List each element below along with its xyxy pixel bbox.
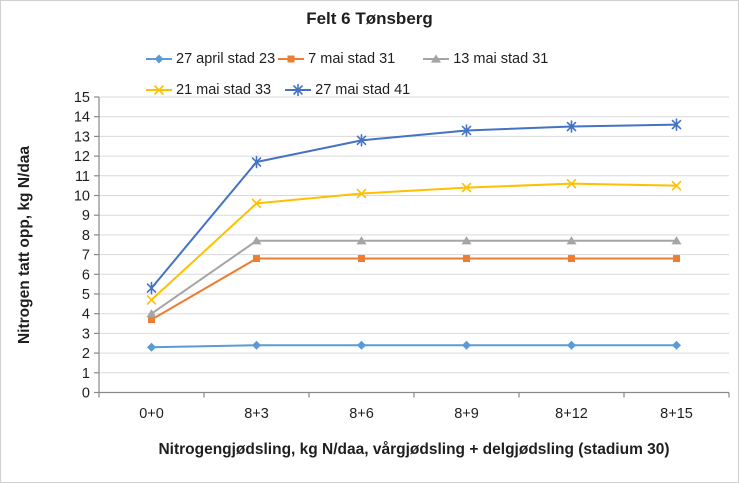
x-marker-icon [251,198,262,209]
series-line-27-mai-stad-41 [150,123,677,289]
square-marker-icon [463,255,470,263]
x-marker-icon [461,182,472,193]
x-tick-label: 8+3 [244,406,269,422]
y-tick-label: 2 [82,346,90,362]
diamond-marker-icon [462,340,471,350]
legend-marker-x-icon [146,84,172,96]
stroke [671,180,682,191]
series-line-7-mai-stad-31 [150,257,677,321]
legend-marker-svg [278,55,305,63]
x-tick-label: 8+9 [454,406,479,422]
legend-marker-triangle-icon [423,53,450,65]
legend-item-27-april-stad-23: 27 april stad 23 [146,51,275,67]
stroke [461,182,472,193]
legend-marker-diamond-icon [146,53,172,65]
series-line-13-mai-stad-31 [150,239,677,315]
x-marker-icon [154,85,164,95]
legend-row-1: 27 april stad 23 7 mai stad 31 13 mai st… [146,46,548,72]
legend-row-2: 21 mai stad 33 27 mai stad 41 [146,77,548,103]
star-marker-icon [566,120,577,133]
legend-marker-square-icon [278,53,305,65]
star-marker-icon [293,83,303,97]
diamond-marker-icon [357,340,366,350]
diamond-marker-icon [567,340,576,350]
x-marker-icon [146,295,157,305]
y-axis-title: Nitrogen tatt opp, kg N/daa [16,145,33,345]
square-marker-icon [673,255,680,263]
y-tick-label: 8 [82,228,90,244]
y-tick-label: 0 [82,386,90,402]
square-marker-icon [148,316,155,324]
star-marker-icon [146,281,157,295]
legend-marker-svg [146,85,172,95]
legend-item-21-mai-stad-33: 21 mai stad 33 [146,82,271,98]
triangle-marker-icon [461,236,472,245]
y-tick-label: 14 [74,110,90,126]
star-marker-icon [461,124,472,137]
legend-marker-svg [423,54,450,63]
y-tick-label: 12 [74,149,90,165]
diamond-marker-icon [154,54,164,64]
diamond-marker-icon [672,340,681,350]
legend: 27 april stad 23 7 mai stad 31 13 mai st… [146,46,548,108]
star-marker-icon [356,134,367,147]
triangle-marker-icon [431,54,442,63]
series-line-21-mai-stad-33 [150,182,677,301]
stroke [356,188,367,199]
y-tick-label: 13 [74,129,90,145]
star-marker-icon [251,155,262,169]
legend-item-13-mai-stad-31: 13 mai stad 31 [423,51,548,67]
y-tick-label: 1 [82,366,90,382]
square-marker-icon [253,255,260,263]
diamond-marker-icon [252,340,261,350]
y-tick-label: 10 [74,189,90,205]
y-tick-label: 15 [74,90,90,106]
triangle-marker-icon [671,236,682,245]
square-marker-icon [358,255,365,263]
square-marker-icon [568,255,575,263]
x-marker-icon [356,188,367,199]
x-marker-icon [671,180,682,191]
legend-item-27-mai-stad-41: 27 mai stad 41 [285,82,410,98]
legend-item-7-mai-stad-31: 7 mai stad 31 [278,51,395,67]
x-tick-label: 8+6 [349,406,374,422]
x-tick-label: 0+0 [139,406,164,422]
stroke [251,198,262,209]
legend-label: 13 mai stad 31 [453,51,549,67]
y-tick-label: 6 [82,267,90,283]
legend-marker-svg [146,54,172,64]
y-tick-label: 5 [82,287,90,303]
stroke [154,85,164,95]
legend-marker-star-icon [285,83,312,97]
square-marker-icon [287,55,295,63]
y-tick-label: 3 [82,326,90,342]
triangle-marker-icon [356,236,367,245]
triangle-marker-icon [566,236,577,245]
series-line-27-april-stad-23 [151,344,677,349]
x-marker-icon [566,178,577,189]
stroke [146,295,157,305]
legend-label: 27 april stad 23 [176,51,276,67]
diamond-marker-icon [147,342,156,352]
y-tick-label: 11 [75,169,90,185]
y-tick-label: 9 [82,208,90,224]
triangle-marker-icon [146,309,157,318]
y-tick-label: 4 [82,307,90,323]
triangle-marker-icon [251,236,262,245]
chart-title: Felt 6 Tønsberg [306,9,433,28]
legend-label: 7 mai stad 31 [308,51,396,67]
star-marker-icon [671,118,682,131]
legend-marker-svg [285,83,312,97]
legend-label: 21 mai stad 33 [176,82,272,98]
x-tick-label: 8+12 [555,406,588,422]
x-axis-title: Nitrogengjødsling, kg N/daa, vårgjødslin… [158,441,670,458]
x-tick-label: 8+15 [660,406,693,422]
y-tick-label: 7 [82,248,90,264]
legend-label: 27 mai stad 41 [315,82,411,98]
stroke [566,178,577,189]
